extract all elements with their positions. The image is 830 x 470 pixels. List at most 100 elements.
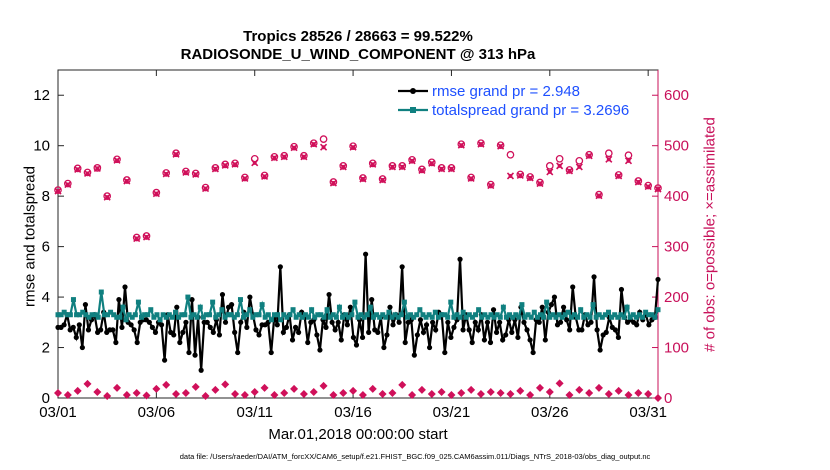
totalspread-point [169, 314, 175, 320]
obs-low-point [240, 390, 249, 399]
totalspread-point [126, 312, 132, 318]
obs-low-point [132, 388, 141, 397]
rmse-point [384, 332, 390, 338]
totalspread-point [89, 312, 95, 318]
x-tick-label: 03/21 [433, 404, 471, 421]
rmse-point [646, 322, 652, 328]
totalspread-point [315, 312, 321, 318]
obs-possible-point [614, 171, 623, 179]
obs-possible-point [368, 159, 377, 168]
rmse-point [116, 297, 122, 303]
obs-assimilated-dot [56, 189, 60, 194]
obs-possible-point [585, 150, 593, 159]
rmse-point [615, 334, 622, 341]
rmse-point [634, 322, 640, 328]
data-file-footnote: data file: /Users/raeder/DAI/ATM_forcXX/… [179, 452, 651, 461]
totalspread-point [649, 312, 655, 318]
totalspread-point [296, 312, 302, 318]
rmse-point [329, 319, 335, 325]
obs-low-point [545, 387, 554, 396]
rmse-point [426, 344, 433, 351]
obs-low-point [408, 390, 417, 399]
totalspread-point [575, 314, 581, 320]
totalspread-point [624, 304, 630, 310]
totalspread-point [321, 314, 327, 320]
totalspread-point [423, 314, 429, 320]
totalspread-point [404, 314, 410, 320]
obs-possible-point [427, 158, 436, 167]
rmse-point [204, 319, 210, 325]
totalspread-point [123, 317, 129, 323]
totalspread-point [599, 314, 605, 320]
obs-low-point [614, 386, 623, 395]
obs-low-point [654, 394, 662, 402]
x-tick-label: 03/26 [531, 404, 569, 421]
obs-low-point [83, 379, 92, 388]
rmse-point [152, 329, 159, 335]
totalspread-point [417, 307, 423, 313]
totalspread-point [176, 314, 182, 320]
totalspread-point [655, 307, 661, 313]
obs-assimilated-dot [518, 173, 523, 178]
totalspread-point [544, 299, 550, 305]
totalspread-point [364, 312, 370, 318]
obs-low-point [417, 385, 426, 394]
totalspread-point [559, 314, 565, 320]
rmse-point [296, 329, 302, 335]
obs-low-point [93, 387, 102, 396]
obs-assimilated-dot [193, 172, 198, 177]
obs-assimilated-dot [252, 160, 257, 165]
rmse-point [588, 319, 594, 325]
obs-possible-point [418, 165, 426, 174]
x-tick-label: 03/11 [237, 404, 273, 421]
obs-possible-point [211, 164, 220, 172]
totalspread-point [213, 314, 219, 320]
totalspread-point [129, 314, 135, 320]
obs-assimilated-dot [596, 193, 601, 198]
obs-possible-point [73, 164, 82, 173]
totalspread-point [510, 314, 516, 320]
obs-possible-point [486, 180, 495, 189]
totalspread-point [120, 304, 126, 310]
totalspread-point [284, 314, 290, 320]
rmse-point [85, 327, 92, 333]
totalspread-point [173, 309, 179, 315]
totalspread-point [355, 314, 361, 320]
totalspread-point [336, 304, 342, 310]
obs-low-point [181, 388, 190, 397]
rmse-point [232, 329, 238, 335]
rmse-point [536, 319, 542, 325]
obs-assimilated-dot [557, 163, 562, 168]
totalspread-point [77, 312, 83, 318]
obs-low-point [319, 381, 328, 390]
obs-low-point [221, 380, 230, 389]
rmse-point [503, 332, 509, 338]
totalspread-point [108, 309, 114, 315]
rmse-point [146, 319, 152, 325]
obs-low-point [575, 385, 584, 394]
obs-possible-point [477, 139, 485, 148]
totalspread-point [111, 312, 117, 318]
obs-possible-point [408, 155, 416, 164]
obs-possible-point [123, 176, 131, 184]
obs-low-point [398, 380, 407, 389]
rmse-point [332, 327, 338, 333]
rmse-point [256, 332, 262, 338]
rmse-point [460, 327, 466, 333]
totalspread-point [525, 312, 531, 318]
obs-assimilated-dot [105, 195, 110, 200]
obs-low-point [290, 384, 299, 393]
totalspread-point [67, 312, 73, 318]
obs-assimilated-dot [577, 164, 582, 169]
obs-assimilated-dot [488, 183, 493, 188]
totalspread-point [333, 314, 339, 320]
obs-assimilated-dot [616, 173, 621, 178]
obs-assimilated-dot [311, 142, 316, 147]
rmse-point [655, 276, 661, 283]
rmse-point [113, 339, 119, 346]
totalspread-point [426, 312, 432, 318]
obs-assimilated-dot [656, 187, 660, 192]
obs-assimilated-dot [154, 191, 159, 196]
totalspread-point [101, 312, 107, 318]
rmse-point [442, 349, 448, 356]
